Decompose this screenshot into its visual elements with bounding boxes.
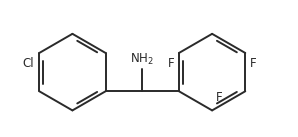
- Text: F: F: [216, 91, 223, 104]
- Text: NH$_2$: NH$_2$: [130, 52, 154, 67]
- Text: Cl: Cl: [22, 57, 34, 70]
- Text: F: F: [168, 57, 175, 70]
- Text: F: F: [249, 57, 256, 70]
